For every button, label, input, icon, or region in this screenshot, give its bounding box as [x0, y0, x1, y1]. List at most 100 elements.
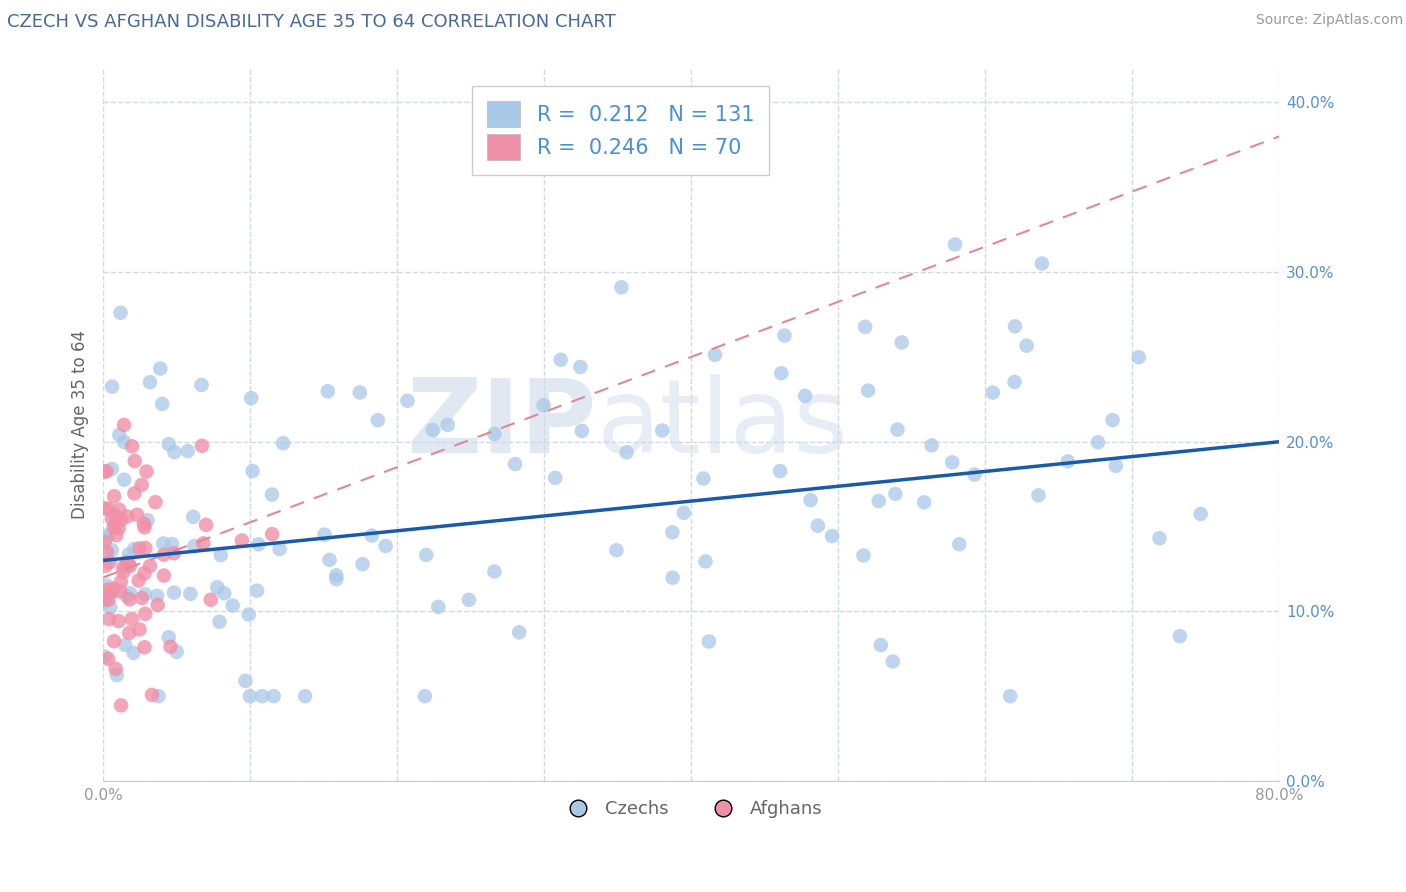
Point: [610, 280, 633, 294]
Point: [134, 566, 156, 581]
Point: [484, 426, 506, 441]
Point: [103, 634, 125, 648]
Text: Source: ZipAtlas.com: Source: ZipAtlas.com: [1256, 13, 1403, 28]
Point: [132, 516, 155, 531]
Point: [157, 630, 180, 644]
Point: [890, 335, 912, 350]
Point: [128, 623, 150, 637]
Point: [181, 509, 204, 524]
Point: [457, 592, 479, 607]
Point: [318, 553, 340, 567]
Point: [96, 464, 118, 478]
Point: [128, 574, 150, 588]
Point: [110, 584, 132, 599]
Point: [96, 528, 118, 542]
Point: [112, 560, 135, 574]
Point: [104, 662, 127, 676]
Point: [550, 352, 572, 367]
Text: CZECH VS AFGHAN DISABILITY AGE 35 TO 64 CORRELATION CHART: CZECH VS AFGHAN DISABILITY AGE 35 TO 64 …: [7, 13, 616, 31]
Point: [110, 306, 132, 320]
Point: [110, 574, 132, 589]
Point: [118, 592, 141, 607]
Point: [101, 543, 124, 558]
Point: [100, 585, 122, 599]
Point: [807, 518, 830, 533]
Point: [912, 495, 935, 509]
Point: [120, 586, 142, 600]
Point: [114, 638, 136, 652]
Point: [93, 534, 115, 549]
Point: [163, 445, 186, 459]
Point: [963, 467, 986, 482]
Point: [93, 592, 115, 607]
Point: [921, 438, 943, 452]
Point: [769, 464, 792, 478]
Point: [605, 543, 627, 558]
Point: [112, 565, 135, 579]
Point: [191, 439, 214, 453]
Point: [179, 587, 201, 601]
Point: [148, 689, 170, 703]
Point: [103, 582, 125, 596]
Text: ZIP: ZIP: [406, 375, 598, 475]
Point: [941, 455, 963, 469]
Point: [1004, 319, 1026, 334]
Point: [112, 435, 135, 450]
Point: [166, 645, 188, 659]
Point: [118, 559, 141, 574]
Point: [1105, 458, 1128, 473]
Point: [146, 589, 169, 603]
Point: [800, 493, 823, 508]
Point: [367, 413, 389, 427]
Point: [115, 555, 138, 569]
Point: [374, 539, 396, 553]
Point: [108, 503, 131, 517]
Point: [110, 513, 132, 527]
Point: [101, 379, 124, 393]
Point: [415, 548, 437, 562]
Point: [235, 673, 257, 688]
Point: [651, 424, 673, 438]
Point: [1056, 454, 1078, 468]
Point: [108, 428, 131, 442]
Point: [112, 417, 135, 432]
Point: [437, 417, 460, 432]
Point: [193, 536, 215, 550]
Point: [104, 508, 127, 522]
Point: [247, 537, 270, 551]
Point: [616, 445, 638, 459]
Point: [131, 591, 153, 605]
Point: [770, 366, 793, 380]
Point: [159, 640, 181, 654]
Point: [349, 385, 371, 400]
Point: [704, 348, 727, 362]
Point: [868, 494, 890, 508]
Point: [263, 689, 285, 703]
Point: [98, 600, 121, 615]
Point: [93, 595, 115, 609]
Point: [672, 506, 695, 520]
Point: [695, 554, 717, 568]
Point: [131, 478, 153, 492]
Point: [163, 585, 186, 599]
Point: [943, 237, 966, 252]
Point: [948, 537, 970, 551]
Point: [1028, 488, 1050, 502]
Point: [118, 557, 141, 571]
Point: [152, 536, 174, 550]
Point: [250, 689, 273, 703]
Point: [94, 531, 117, 545]
Point: [101, 511, 124, 525]
Point: [134, 587, 156, 601]
Point: [271, 436, 294, 450]
Point: [118, 547, 141, 561]
Point: [136, 513, 159, 527]
Point: [139, 559, 162, 574]
Point: [413, 689, 436, 703]
Point: [1168, 629, 1191, 643]
Point: [773, 328, 796, 343]
Point: [139, 375, 162, 389]
Point: [422, 423, 444, 437]
Point: [661, 571, 683, 585]
Point: [1004, 375, 1026, 389]
